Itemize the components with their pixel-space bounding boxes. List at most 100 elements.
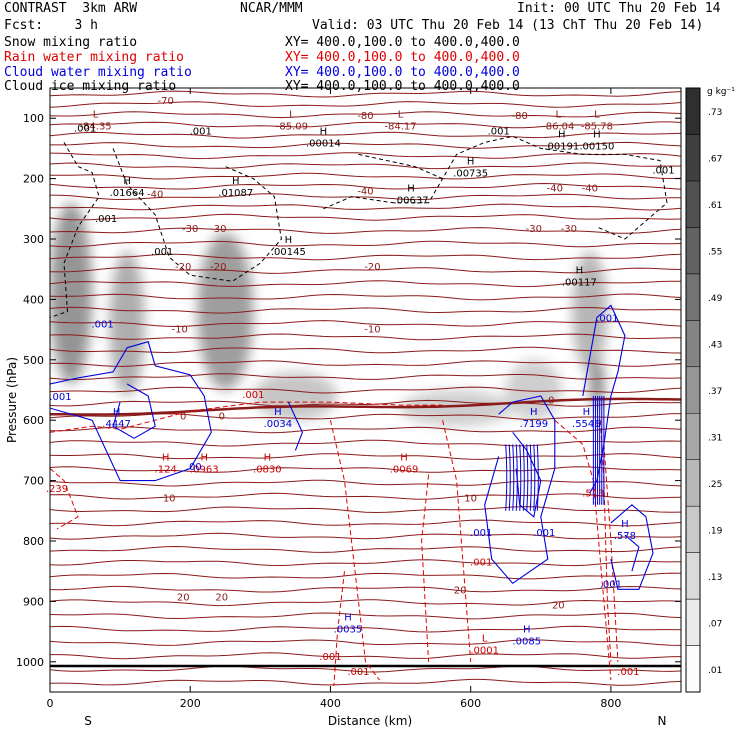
isotherm <box>50 599 681 607</box>
valid-time: Valid: 03 UTC Thu 20 Feb 14 (13 ChT Thu … <box>312 18 704 33</box>
extremum-label: H.00117 <box>562 265 597 288</box>
extremum-symbol: L <box>556 109 562 120</box>
forecast-hour: Fcst: 3 h <box>4 18 98 33</box>
colorbar-segment <box>685 180 701 228</box>
isotherm <box>50 253 681 261</box>
plot-area <box>50 90 681 687</box>
extremum-label: H.124 <box>155 453 177 476</box>
extremum-symbol: H <box>467 157 475 168</box>
isotherm <box>50 399 681 407</box>
colorbar-label: .25 <box>708 480 722 490</box>
cloud-water-core <box>529 444 532 511</box>
colorbar: .01 .07 .13 .19 .25 .31 .37 .43 .49 .55 .61 .67 .73 <box>685 87 723 693</box>
extremum-label: L.0001 <box>470 634 499 657</box>
contour-value-label: .001 <box>470 528 492 539</box>
extremum-value: -85.09 <box>276 121 308 132</box>
extremum-symbol: H <box>621 519 629 530</box>
cloud-ice-contour <box>358 153 443 180</box>
extremum-label: L-84.17 <box>384 109 416 132</box>
isotherm <box>50 320 681 328</box>
colorbar-segment <box>685 227 701 275</box>
contour-value-label: .001 <box>319 652 341 663</box>
isotherm <box>50 479 681 487</box>
cloud-water-core <box>526 444 529 511</box>
contour-value-label: .001 <box>600 579 622 590</box>
colorbar-label: .61 <box>708 201 722 211</box>
contour-value-label: .001 <box>151 247 173 258</box>
extremum-symbol: H <box>200 453 208 464</box>
extremum-symbol: H <box>558 129 566 140</box>
isotherm <box>50 426 681 434</box>
extremum-label: H.0069 <box>390 453 419 476</box>
colorbar-label: .55 <box>708 248 722 258</box>
extremum-value: .7199 <box>519 419 548 430</box>
x-axis-label: Distance (km) <box>328 714 412 728</box>
rain-contour <box>333 571 345 687</box>
colorbar-label: .37 <box>708 387 722 397</box>
extremum-symbol: H <box>264 453 272 464</box>
colorbar-label: .01 <box>708 666 722 676</box>
colorbar-segment <box>685 412 701 460</box>
contour-value-label: .001 <box>190 126 212 137</box>
isotherm <box>50 665 681 673</box>
extremum-symbol: L <box>289 109 295 120</box>
cloud-water-contour <box>112 383 156 439</box>
cloud-water-core <box>519 444 522 511</box>
isotherm <box>50 182 681 190</box>
cloud-water-core <box>505 444 508 511</box>
y-tick-label: 200 <box>23 173 44 186</box>
colorbar-label: .07 <box>708 619 722 629</box>
extremum-symbol: H <box>232 176 240 187</box>
model-label: CONTRAST 3km ARW <box>4 1 138 16</box>
snow-blob <box>50 202 93 384</box>
extremum-symbol: H <box>400 453 408 464</box>
overlay: -70 -80 -80 -40 -40 -40 -40 -30 -30 -30 -30 -20 -20 -… <box>46 96 675 678</box>
isotherm-label: -80 <box>357 111 373 122</box>
extremum-value: .00191 <box>544 141 579 152</box>
extremum-value: .0035 <box>334 625 363 636</box>
colorbar-segment <box>685 552 701 600</box>
isotherm <box>50 585 681 593</box>
extremum-symbol: H <box>123 176 131 187</box>
cloud-water-contour <box>50 341 212 482</box>
colorbar-frame <box>685 87 701 693</box>
isotherm-label: -70 <box>158 96 174 107</box>
y-tick-label: 300 <box>23 233 44 246</box>
isotherm <box>50 492 681 500</box>
extremum-label: H.7199 <box>519 407 548 430</box>
isotherm <box>50 506 681 514</box>
extremum-value: .0963 <box>190 465 219 476</box>
extremum-label: H.0034 <box>264 407 293 430</box>
isotherm-label: -80 <box>512 111 528 122</box>
isotherm-label: 20 <box>552 600 565 611</box>
snow-blob <box>572 251 608 372</box>
isotherm <box>50 639 681 646</box>
rain-contour <box>421 474 430 662</box>
isotherm <box>50 172 681 180</box>
isotherm-label: 20 <box>177 593 190 604</box>
plot-frame <box>49 87 682 693</box>
field-name-rain: Rain water mixing ratio <box>4 50 185 65</box>
extremum-label: H.00637 <box>394 184 429 207</box>
colorbar-segment <box>685 598 701 646</box>
extremum-symbol: H <box>274 407 282 418</box>
extremum-label: L-85.78 <box>581 109 613 132</box>
isotherm-label: 0 <box>219 411 225 422</box>
isotherm <box>50 333 681 341</box>
y-tick-label: 500 <box>23 354 44 367</box>
isotherm-label: -20 <box>210 262 226 273</box>
contour-value-label: .00 <box>186 462 202 473</box>
cloud-ice-contours <box>50 135 668 318</box>
extremum-symbol: L <box>594 109 600 120</box>
extremum-value: .00117 <box>562 277 597 288</box>
contour-value-label: .001 <box>617 667 639 678</box>
snow-blob <box>253 371 338 421</box>
colorbar-segment <box>685 320 701 368</box>
rain-contour <box>442 420 472 662</box>
y-tick-label: 400 <box>23 293 44 306</box>
colorbar-segment <box>685 87 701 135</box>
cloud-ice-contour <box>112 148 282 282</box>
y-tick-label: 600 <box>23 414 44 427</box>
extremum-symbol: H <box>285 235 293 246</box>
